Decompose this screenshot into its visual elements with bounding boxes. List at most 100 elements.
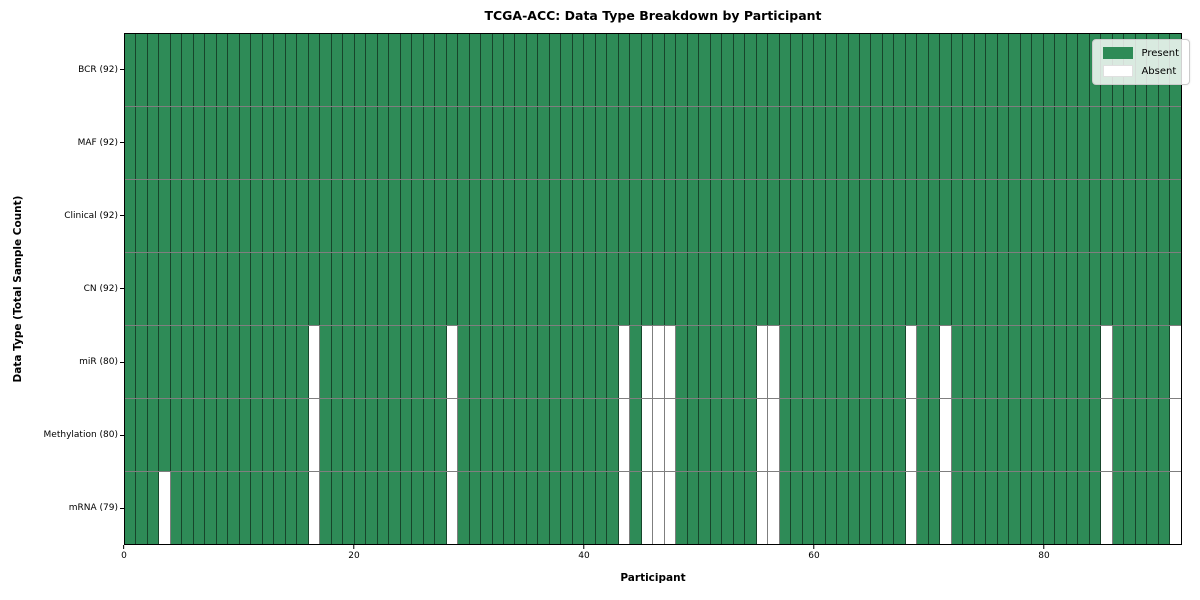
heatmap-cell [699, 107, 711, 179]
heatmap-cell [1135, 253, 1148, 325]
heatmap-cell [1147, 107, 1159, 179]
y-tick-label: CN (92) [83, 283, 118, 294]
heatmap-cell [653, 180, 665, 252]
heatmap-cell [618, 34, 631, 106]
heatmap-cell [125, 472, 137, 544]
heatmap-cell [481, 34, 493, 106]
heatmap-cell [262, 180, 275, 252]
x-tick: 20 [348, 545, 360, 561]
heatmap-cell [1078, 180, 1090, 252]
heatmap-cell [193, 472, 206, 544]
heatmap-cell [1089, 326, 1102, 398]
heatmap-cell [1020, 107, 1033, 179]
heatmap-cell [1009, 107, 1021, 179]
heatmap-cell [791, 472, 803, 544]
heatmap-cell [997, 107, 1010, 179]
heatmap-cell [274, 34, 286, 106]
heatmap-cell [503, 107, 516, 179]
heatmap-cell [745, 472, 757, 544]
heatmap-cell [320, 107, 332, 179]
heatmap-cell [159, 326, 171, 398]
heatmap-cell [170, 107, 183, 179]
heatmap-cell [458, 399, 470, 471]
heatmap-cell [538, 326, 550, 398]
heatmap-cell [664, 399, 677, 471]
y-tick-label: Methylation (80) [43, 430, 118, 441]
heatmap-cell [1170, 180, 1181, 252]
heatmap-cell [974, 399, 987, 471]
heatmap-row [125, 107, 1181, 180]
heatmap-cell [860, 107, 872, 179]
heatmap-cell [515, 180, 527, 252]
heatmap-cell [526, 399, 539, 471]
heatmap-cell [687, 34, 700, 106]
heatmap-cell [1043, 326, 1056, 398]
heatmap-cell [377, 399, 390, 471]
heatmap-cell [469, 472, 482, 544]
heatmap-cell [366, 326, 378, 398]
heatmap-cell [768, 107, 780, 179]
heatmap-cell [871, 326, 883, 398]
heatmap-cell [676, 399, 688, 471]
heatmap-cell [147, 34, 160, 106]
heatmap-cell [1135, 326, 1148, 398]
heatmap-cell [1009, 180, 1021, 252]
heatmap-cell [239, 253, 252, 325]
heatmap-cell [963, 107, 975, 179]
heatmap-cell [618, 253, 631, 325]
heatmap-cell [446, 253, 459, 325]
heatmap-cell [205, 180, 217, 252]
heatmap-cell [469, 399, 482, 471]
heatmap-cell [1032, 326, 1044, 398]
heatmap-cell [503, 34, 516, 106]
heatmap-cell [584, 253, 596, 325]
heatmap-cell [848, 472, 860, 544]
heatmap-cell [285, 326, 298, 398]
x-tick-label: 20 [348, 551, 360, 561]
heatmap-cell [147, 107, 160, 179]
heatmap-cell [343, 472, 355, 544]
heatmap-cell [262, 34, 275, 106]
heatmap-cell [458, 472, 470, 544]
heatmap-cell [1170, 326, 1181, 398]
heatmap-cell [595, 326, 608, 398]
y-tick: CN (92) [0, 252, 124, 325]
heatmap-cell [1020, 180, 1033, 252]
y-tick-mark [120, 215, 124, 217]
heatmap-cell [779, 180, 792, 252]
heatmap-cell [618, 180, 631, 252]
heatmap-cell [297, 253, 309, 325]
heatmap-cell [595, 472, 608, 544]
heatmap-cell [331, 326, 344, 398]
heatmap-cell [1055, 326, 1067, 398]
heatmap-cell [1089, 472, 1102, 544]
heatmap-cell [951, 180, 964, 252]
heatmap-cell [745, 107, 757, 179]
heatmap-cell [308, 180, 321, 252]
legend-entry-present: Present [1103, 47, 1179, 59]
heatmap-cell [928, 326, 941, 398]
heatmap-cell [584, 472, 596, 544]
heatmap-cell [526, 34, 539, 106]
x-tick: 0 [121, 545, 127, 561]
heatmap-cell [503, 472, 516, 544]
heatmap-cell [239, 34, 252, 106]
heatmap-cell [435, 326, 447, 398]
heatmap-cell [205, 107, 217, 179]
heatmap-cell [687, 253, 700, 325]
heatmap-cell [412, 253, 424, 325]
heatmap-cell [469, 34, 482, 106]
heatmap-cell [285, 472, 298, 544]
heatmap-cell [492, 399, 504, 471]
heatmap-cell [802, 253, 815, 325]
heatmap-cell [917, 107, 929, 179]
heatmap-row [125, 34, 1181, 107]
heatmap-cell [905, 472, 918, 544]
heatmap-cell [561, 180, 573, 252]
heatmap-cell [664, 107, 677, 179]
x-tick: 40 [578, 545, 590, 561]
heatmap-cell [1066, 472, 1079, 544]
heatmap-cell [814, 180, 826, 252]
heatmap-cell [607, 253, 619, 325]
heatmap-cell [377, 34, 390, 106]
